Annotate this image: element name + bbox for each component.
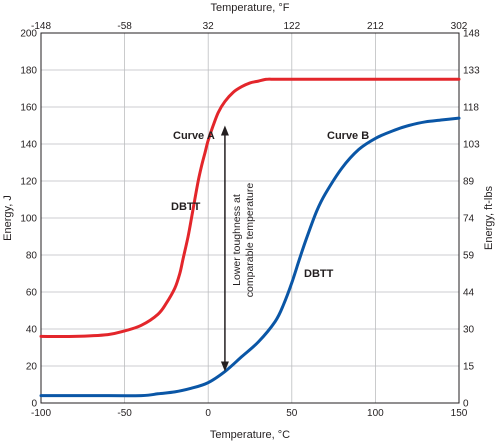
y2-tick-label-1: 15 xyxy=(463,362,475,373)
x2-axis-title: Temperature, °F xyxy=(211,2,290,14)
x2-tick-label-3: 122 xyxy=(283,21,300,32)
toughness-arrow xyxy=(220,125,229,372)
y2-tick-label-3: 44 xyxy=(463,288,475,299)
y2-axis-title: Energy, ft-lbs xyxy=(483,186,495,250)
x-tick-label-2: 0 xyxy=(205,408,211,419)
x2-tick-label-1: -58 xyxy=(117,21,132,32)
y2-tick-label-2: 30 xyxy=(463,325,475,336)
y-tick-label-5: 100 xyxy=(20,214,37,225)
x-tick-label-1: -50 xyxy=(117,408,132,419)
y-tick-label-0: 0 xyxy=(31,399,37,410)
curve-b-label: Curve B xyxy=(327,130,369,142)
y2-tick-label-0: 0 xyxy=(463,399,469,410)
left-axis-ticks: 0 20 40 60 80 100 120 140 160 180 200 xyxy=(20,29,37,410)
plot-frame xyxy=(40,32,460,404)
y-tick-label-9: 180 xyxy=(20,66,37,77)
y2-tick-label-8: 118 xyxy=(463,103,479,114)
arrow-caption-line1: Lower toughness at xyxy=(231,194,243,286)
arrow-head-top xyxy=(220,125,229,136)
y-tick-label-3: 60 xyxy=(26,288,38,299)
y-tick-label-7: 140 xyxy=(20,140,37,151)
x-axis-title: Temperature, °C xyxy=(210,429,290,441)
top-axis-ticks: -148 -58 32 122 212 302 xyxy=(31,21,468,32)
y2-tick-label-7: 103 xyxy=(463,140,480,151)
series-line-curve-b xyxy=(39,116,461,398)
x2-tick-label-0: -148 xyxy=(31,21,51,32)
x2-tick-label-4: 212 xyxy=(367,21,384,32)
x-tick-label-4: 100 xyxy=(367,408,384,419)
x-tick-label-0: -100 xyxy=(31,408,51,419)
x-tick-label-3: 50 xyxy=(286,408,298,419)
arrow-caption-line2: comparable temperature xyxy=(244,183,256,298)
x2-tick-label-2: 32 xyxy=(203,21,215,32)
arrow-caption: Lower toughness at comparable temperatur… xyxy=(231,183,256,298)
y2-tick-label-9: 133 xyxy=(463,66,480,77)
bottom-axis-ticks: -100 -50 0 50 100 150 xyxy=(31,408,468,419)
y2-tick-label-6: 89 xyxy=(463,177,475,188)
y-tick-label-2: 40 xyxy=(26,325,38,336)
x-tick-label-5: 150 xyxy=(451,408,468,419)
right-axis-ticks: 0 15 30 44 59 74 89 103 118 133 148 xyxy=(463,29,480,410)
y-tick-label-4: 80 xyxy=(26,251,38,262)
y2-tick-label-5: 74 xyxy=(463,214,475,225)
series-line-curve-a xyxy=(39,77,461,339)
y-tick-label-10: 200 xyxy=(20,29,37,40)
x2-tick-label-5: 302 xyxy=(451,21,468,32)
series-layer xyxy=(39,77,461,398)
y-tick-label-1: 20 xyxy=(26,362,38,373)
y-tick-label-6: 120 xyxy=(20,177,37,188)
arrow-head-bottom xyxy=(220,361,229,372)
y2-tick-label-10: 148 xyxy=(463,29,480,40)
y-tick-label-8: 160 xyxy=(20,103,37,114)
y-axis-title: Energy, J xyxy=(2,195,14,241)
curve-a-label: Curve A xyxy=(173,130,215,142)
y2-tick-label-4: 59 xyxy=(463,251,475,262)
dbtt-a-label: DBTT xyxy=(171,201,201,213)
dbtt-b-label: DBTT xyxy=(304,268,334,280)
